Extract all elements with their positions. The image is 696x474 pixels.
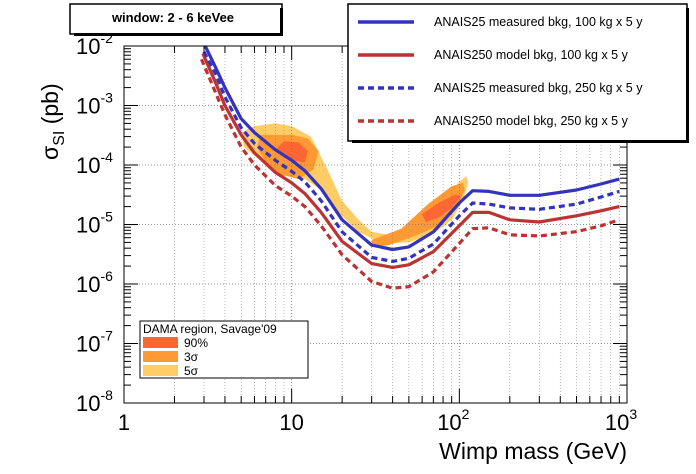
dama-region-0-island-1 [422,194,461,222]
legend: ANAIS25 measured bkg, 100 kg x 5 y ANAIS2… [347,3,689,143]
legend-label-2: ANAIS25 measured bkg, 250 kg x 5 y [434,81,643,95]
x-tick-label: 103 [605,406,637,435]
series-line-1 [201,52,620,269]
x-tick-label: 102 [437,406,469,435]
dama-legend-label-0: 90% [184,336,208,350]
dama-legend-swatch-1 [143,351,178,362]
window-label-box: window: 2 - 6 keVee [69,3,283,36]
series-lines [200,45,620,290]
dama-region-1-island-1 [371,182,465,247]
x-tick-label: 10 [279,410,303,435]
dama-legend-title: DAMA region, Savage'09 [143,322,277,336]
legend-label-1: ANAIS250 model bkg, 100 kg x 5 y [434,48,629,62]
y-tick-label: 10-8 [76,387,113,416]
series-line-3 [200,58,620,290]
x-axis-title: Wimp mass (GeV) [439,438,627,464]
y-tick-label: 10-6 [76,268,113,297]
x-tick-label: 1 [118,410,130,435]
dama-legend-label-1: 3σ [184,350,199,364]
y-tick-label: 10-3 [76,90,113,119]
dama-legend-swatch-2 [143,365,178,376]
legend-label-3: ANAIS250 model bkg, 250 kg x 5 y [434,114,629,128]
series-line-0 [203,45,620,252]
y-tick-label: 10-4 [76,149,113,178]
y-axis-title: σSI (pb) [37,83,68,160]
dama-legend-swatch-0 [143,337,178,348]
chart-title: window: 2 - 6 keVee [111,10,234,25]
series-line-2 [202,51,620,263]
dama-legend-label-2: 5σ [184,364,199,378]
y-tick-label: 10-7 [76,328,113,357]
y-tick-label: 10-5 [76,209,113,238]
legend-label-0: ANAIS25 measured bkg, 100 kg x 5 y [434,15,643,29]
